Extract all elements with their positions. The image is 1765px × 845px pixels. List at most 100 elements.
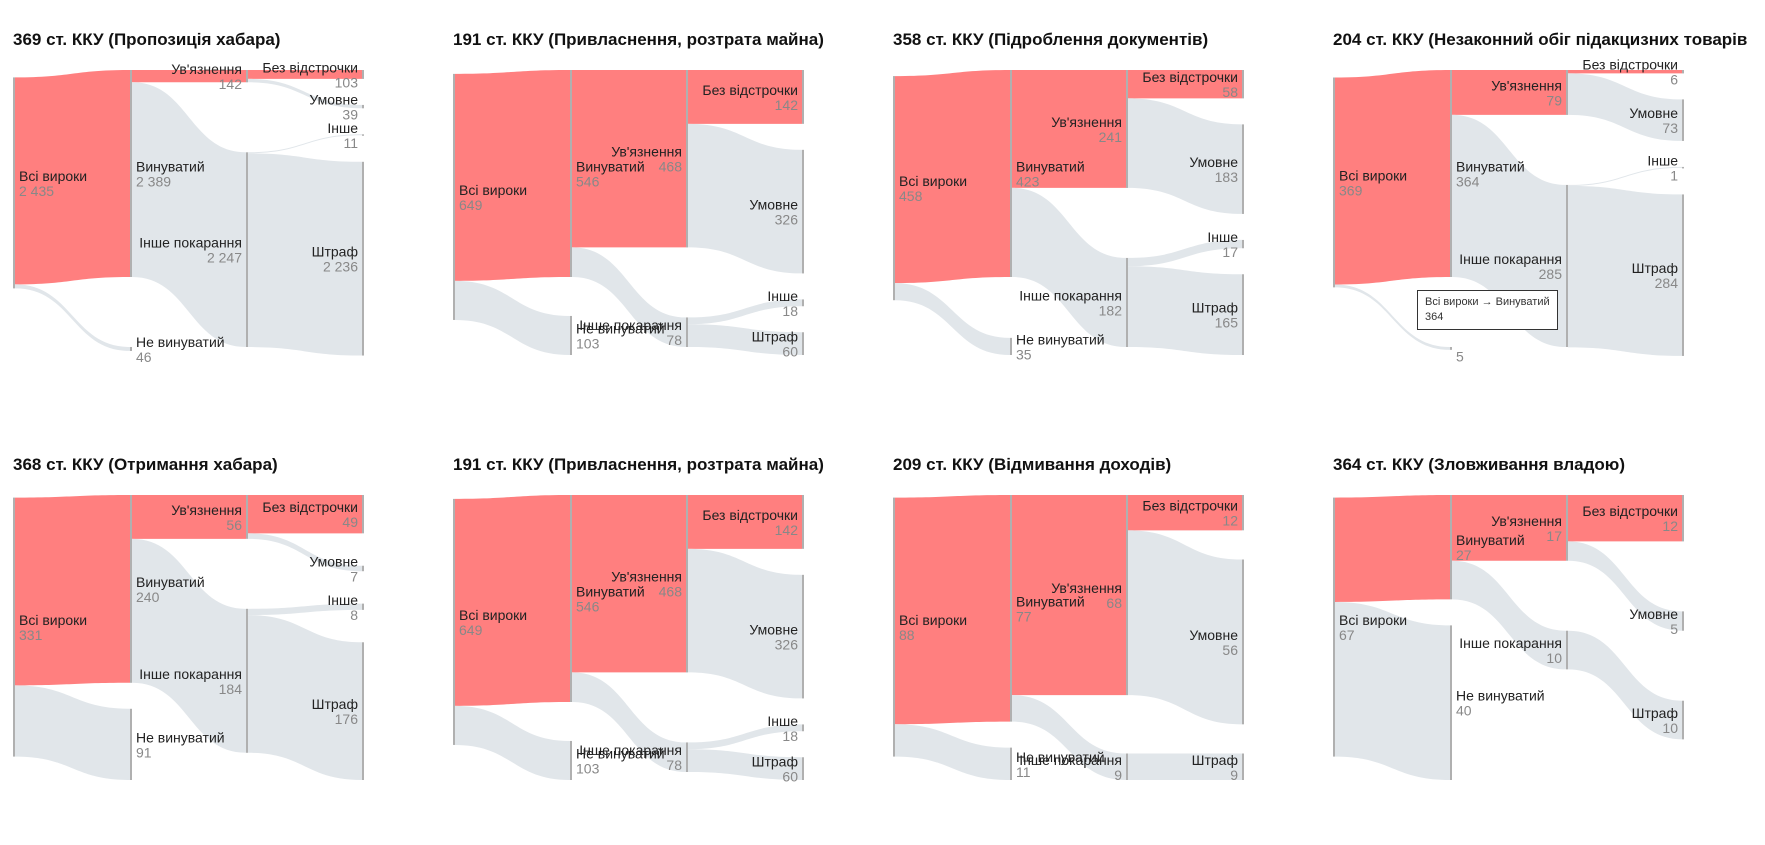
node-value: 68	[1106, 595, 1122, 611]
node-label: Винуватий	[576, 584, 645, 600]
node-label: Штраф	[752, 754, 798, 770]
node-label: Інше покарання	[1459, 635, 1562, 651]
sankey-node	[1450, 625, 1452, 780]
node-label: Винуватий	[1016, 159, 1085, 175]
node-label: Штраф	[752, 329, 798, 345]
node-value: 56	[226, 517, 242, 533]
sankey-panel-358: 358 ст. ККУ (Підроблення документів) Всі…	[880, 0, 1320, 420]
node-label: Умовне	[1189, 627, 1238, 643]
sankey-panel-209: 209 ст. ККУ (Відмивання доходів) Всі вир…	[880, 425, 1320, 845]
node-label: Інше покарання	[139, 666, 242, 682]
sankey-node	[1682, 99, 1684, 141]
node-label: Ув'язнення	[171, 502, 242, 518]
sankey-node	[362, 161, 364, 356]
node-label: Інше	[767, 288, 798, 304]
sankey-link	[688, 324, 802, 355]
node-label: Інше покарання	[579, 742, 682, 758]
sankey-link	[132, 70, 246, 83]
node-label: Винуватий	[136, 159, 205, 175]
node-label: Не винуватий	[576, 745, 665, 761]
node-label: Умовне	[309, 92, 358, 108]
node-value: 326	[775, 637, 799, 653]
sankey-link	[132, 495, 246, 539]
node-label: Не винуватий	[1016, 331, 1105, 347]
node-value: 649	[459, 622, 483, 638]
chart-title: 358 ст. ККУ (Підроблення документів)	[893, 30, 1209, 49]
node-value: 67	[1339, 627, 1355, 643]
node-label: Винуватий	[576, 159, 645, 175]
sankey-node	[893, 497, 895, 757]
sankey-link	[895, 70, 1010, 284]
sankey-link	[1012, 187, 1126, 347]
node-value: 176	[335, 711, 359, 727]
sankey-node	[1566, 630, 1568, 670]
node-label: Умовне	[1189, 154, 1238, 170]
sankey-link	[455, 280, 570, 355]
sankey-link	[1128, 70, 1242, 99]
node-value: 326	[775, 212, 799, 228]
node-value: 12	[1662, 518, 1678, 534]
node-label: Ув'язнення	[1051, 114, 1122, 130]
sankey-node	[802, 495, 804, 549]
node-label: Штраф	[312, 244, 358, 260]
node-value: 27	[1456, 547, 1472, 563]
sankey-node	[1010, 337, 1012, 355]
node-value: 17	[1546, 528, 1562, 544]
node-value: 18	[782, 303, 798, 319]
node-label: Інше покарання	[1019, 287, 1122, 303]
sankey-node	[1682, 611, 1684, 631]
node-label: Умовне	[1629, 105, 1678, 121]
node-label: Без відстрочки	[262, 499, 358, 515]
node-value: 369	[1339, 182, 1363, 198]
sankey-links	[15, 495, 362, 780]
sankey-link	[455, 70, 570, 281]
sankey-link	[248, 153, 362, 356]
node-label: Всі вироки	[459, 182, 527, 198]
sankey-panel-191: 191 ст. ККУ (Привласнення, розтрата майн…	[440, 0, 880, 420]
sankey-links	[455, 70, 802, 355]
sankey-link	[895, 495, 1010, 725]
node-value: 182	[1099, 302, 1123, 318]
sankey-node	[1682, 495, 1684, 542]
sankey-node	[130, 70, 132, 277]
sankey-node	[1450, 347, 1452, 350]
sankey-node	[1450, 70, 1452, 277]
node-value: 183	[1215, 169, 1239, 185]
sankey-nodes: Всі вироки369Винуватий3645Ув'язнення79Ін…	[1333, 57, 1684, 364]
node-value: 91	[136, 744, 152, 760]
sankey-link	[1568, 185, 1682, 356]
node-value: 11	[1016, 764, 1031, 780]
sankey-node	[1010, 747, 1012, 780]
sankey-node	[362, 495, 364, 534]
sankey-link	[248, 134, 362, 154]
node-value: 9	[1230, 767, 1238, 783]
sankey-links	[455, 495, 802, 780]
node-value: 11	[343, 135, 358, 151]
node-value: 40	[1456, 703, 1472, 719]
node-label: Інше покарання	[579, 317, 682, 333]
node-value: 103	[576, 335, 600, 351]
sankey-node	[1126, 70, 1128, 188]
node-value: 78	[666, 332, 682, 348]
sankey-link	[1452, 560, 1566, 670]
node-value: 165	[1215, 315, 1239, 331]
sankey-node	[1566, 184, 1568, 347]
node-value: 184	[219, 681, 243, 697]
sankey-link	[1568, 630, 1682, 740]
node-label: Не винуватий	[136, 334, 225, 350]
node-label: Винуватий	[136, 574, 205, 590]
node-value: 58	[1222, 84, 1238, 100]
sankey-link	[1568, 541, 1682, 631]
node-label: Всі вироки	[459, 607, 527, 623]
node-value: 49	[342, 514, 358, 530]
node-label: Інше покарання	[1459, 251, 1562, 267]
sankey-node	[13, 77, 15, 289]
sankey-node	[13, 497, 15, 757]
node-label: Винуватий	[1016, 593, 1085, 609]
sankey-link	[1128, 98, 1242, 214]
